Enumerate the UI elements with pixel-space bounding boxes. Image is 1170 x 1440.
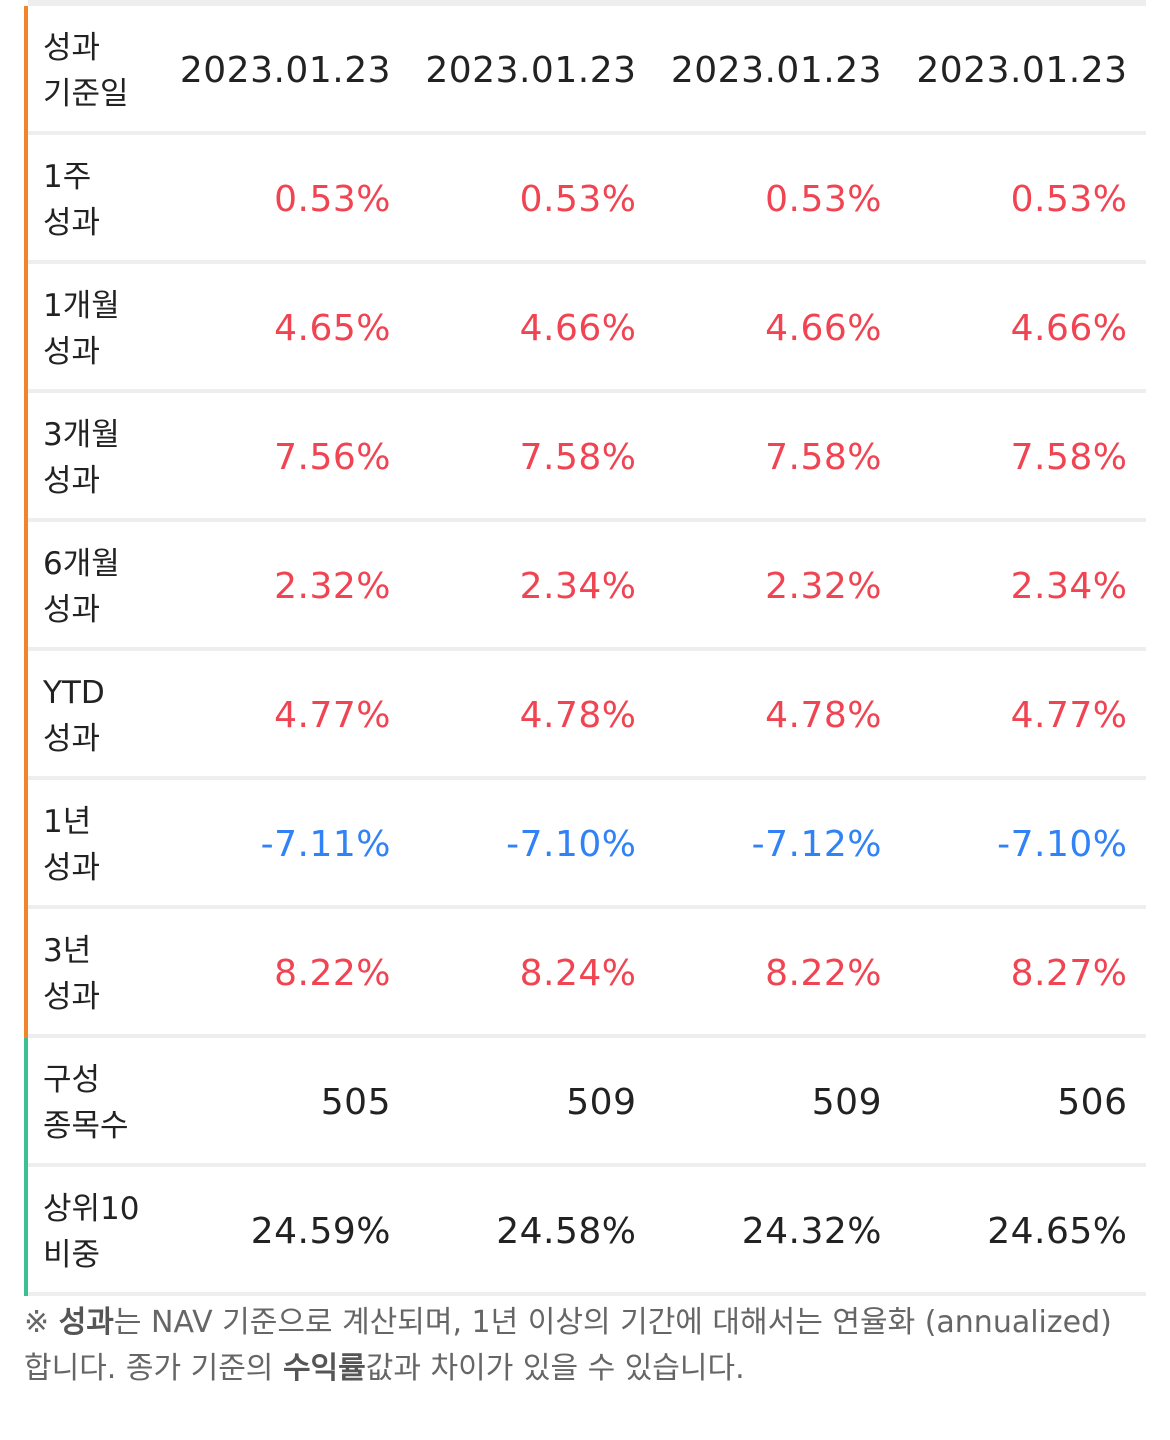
value-cell: 2.34% [1010,566,1128,607]
value-cell: 2.32% [765,566,882,607]
row-label-line: 성과 [43,591,101,628]
value-cell: 8.22% [765,953,882,994]
row-label-line: 1주 [43,158,92,195]
note-text-main: 는 NAV 기준으로 계산되며, 1년 이상의 기간에 대해서는 연율화 (an… [24,1305,1112,1386]
value-cell: 0.53% [765,179,882,220]
row-label: YTD 성과 [24,670,174,762]
value-cell: 0.53% [519,179,637,220]
value-cell: 509 [566,1082,637,1123]
value-cell: -7.10% [997,824,1128,865]
row-accent-bar [24,780,28,909]
value-cell: 24.58% [496,1211,637,1252]
value-cell: 505 [320,1082,391,1123]
row-label-line: 성과 [43,333,101,370]
row-label-line: 성과 [43,29,101,66]
value-cell: 7.58% [519,437,637,478]
value-cell: -7.12% [751,824,882,865]
table-body: 성과 기준일 2023.01.23 2023.01.23 2023.01.23 2023.… [24,6,1146,1296]
row-label-line: 성과 [43,204,101,241]
row-accent-bar [24,909,28,1038]
note-mark: ※ [24,1305,59,1340]
performance-footnote: ※ 성과는 NAV 기준으로 계산되며, 1년 이상의 기간에 대해서는 연율화… [24,1300,1124,1392]
value-cell: 506 [1057,1082,1128,1123]
note-text-end: 값과 차이가 있을 수 있습니다. [365,1351,745,1386]
row-accent-bar [24,651,28,780]
fund-comparison-table: 성과 기준일 2023.01.23 2023.01.23 2023.01.23 2023.… [24,0,1146,1296]
value-cell: 0.53% [1010,179,1128,220]
row-label-line: 1개월 [43,287,120,324]
row-label-line: 성과 [43,720,101,757]
row-label-line: 성과 [43,978,101,1015]
value-cell: 2023.01.23 [916,50,1128,91]
row-accent-bar [24,135,28,264]
row-label-line: 3년 [43,932,92,969]
row-accent-bar [24,6,28,135]
value-cell: -7.10% [506,824,637,865]
row-label-line: 성과 [43,462,101,499]
table-row: YTD 성과 4.77% 4.78% 4.78% 4.77% [24,651,1146,780]
row-accent-bar [24,1038,28,1167]
row-label-line: 상위10 [43,1190,140,1227]
row-accent-bar [24,1167,28,1296]
value-cell: 4.66% [765,308,882,349]
value-cell: 2023.01.23 [670,50,882,91]
value-cell: 2023.01.23 [425,50,637,91]
row-label-line: 6개월 [43,545,120,582]
value-cell: 7.58% [765,437,882,478]
row-accent-bar [24,522,28,651]
note-bold-performance: 성과 [58,1305,114,1340]
value-cell: 7.58% [1010,437,1128,478]
row-accent-bar [24,393,28,522]
value-cell: 8.24% [519,953,637,994]
row-label-line: YTD [43,674,105,711]
value-cell: 4.78% [765,695,882,736]
value-cell: 2023.01.23 [179,50,391,91]
row-accent-bar [24,264,28,393]
value-cell: 8.27% [1010,953,1128,994]
value-cell: 4.77% [274,695,391,736]
row-label: 상위10 비중 [24,1186,174,1278]
value-cell: 2.34% [519,566,637,607]
row-label-line: 종목수 [43,1107,129,1144]
value-cell: 2.32% [274,566,391,607]
value-cell: 4.65% [274,308,391,349]
row-label-line: 3개월 [43,416,120,453]
value-cell: 7.56% [274,437,391,478]
row-label-line: 구성 [43,1061,101,1098]
table-top-divider [28,0,1146,6]
value-cell: 0.53% [274,179,391,220]
value-cell: -7.11% [260,824,391,865]
row-label-line: 비중 [43,1236,101,1273]
value-cell: 509 [811,1082,882,1123]
value-cell: 4.77% [1010,695,1128,736]
value-cell: 4.66% [1010,308,1128,349]
row-label-line: 성과 [43,849,101,886]
value-cell: 24.32% [741,1211,882,1252]
value-cell: 4.66% [519,308,637,349]
value-cell: 24.65% [987,1211,1128,1252]
note-bold-return: 수익률 [282,1351,366,1386]
value-cell: 24.59% [250,1211,391,1252]
table-row: 상위10 비중 24.59% 24.58% 24.32% 24.65% [24,1167,1146,1296]
row-label-line: 1년 [43,803,92,840]
value-cell: 4.78% [519,695,637,736]
row-label-line: 기준일 [43,75,129,112]
table-row: 성과 기준일 2023.01.23 2023.01.23 2023.01.23 2023.… [24,6,1146,135]
value-cell: 8.22% [274,953,391,994]
